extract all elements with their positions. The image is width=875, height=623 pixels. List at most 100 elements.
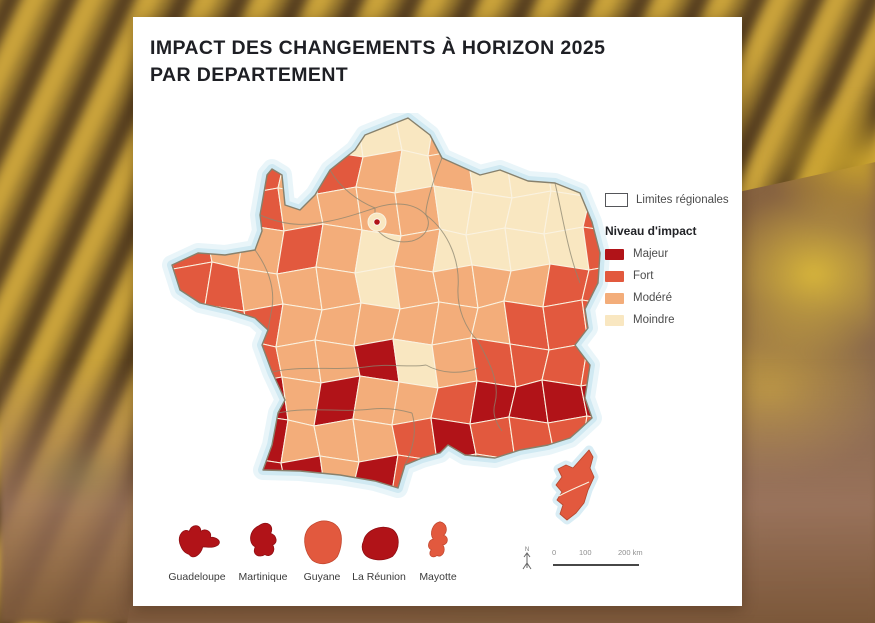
paris-department [373,218,381,226]
department-cell [172,152,208,197]
scale-tick-200: 200 km [618,548,643,557]
department-cell [172,188,207,233]
overseas-territory-martinique: Martinique [217,515,309,583]
svg-text:N: N [525,547,529,553]
legend: Limites régionales Niveau d'impact Majeu… [605,193,745,326]
department-cell [503,300,550,351]
department-cell [202,413,250,465]
department-cell [583,118,600,161]
martinique-shape [250,522,277,557]
region-boundary-line [425,157,443,216]
legend-limites-row: Limites régionales [605,193,745,207]
region-boundary-line [374,203,429,243]
fort-color-swatch [605,270,624,282]
impact-legend-title: Niveau d'impact [605,224,697,238]
department-cell [505,118,553,156]
department-cell [352,375,400,426]
department-cell [316,186,363,231]
department-cell [544,118,592,155]
department-cell [172,457,210,488]
scale-tick-0: 0 [552,548,557,557]
department-cell [237,267,284,312]
department-cell [314,339,361,384]
department-cell [172,118,208,160]
region-boundary-line [277,408,413,414]
department-cell [431,337,478,389]
department-cell [543,226,590,271]
department-cell [275,339,322,384]
department-cell [172,377,211,422]
territory-label: La Réunion [352,571,406,583]
france-outline [171,117,601,489]
legend-item-majeur: Majeur [605,248,745,260]
overseas-territory-guadeloupe: Guadeloupe [151,515,243,583]
region-boundary-swatch [605,193,628,207]
department-cell [315,266,362,311]
region-boundary-line [425,214,479,342]
department-cell [199,151,247,196]
territory-label: Martinique [238,571,288,583]
overseas-territory-la-reunion: La Réunion [333,515,425,583]
department-cell [466,148,513,199]
region-boundary-line [254,249,274,331]
department-cell [202,456,249,488]
department-cell [541,379,588,424]
legend-item-modere: Modéré [605,292,745,304]
department-cell [504,227,551,272]
department-cell [239,118,286,159]
legend-item-label: Fort [633,270,654,282]
department-cell [393,265,440,310]
department-cell [203,340,251,385]
department-cell [465,227,512,272]
department-cell [352,418,399,463]
territory-label: Guyane [303,571,341,583]
corsica [555,449,595,521]
department-cell [278,118,325,159]
legend-item-fort: Fort [605,270,745,282]
title-line-1: IMPACT DES CHANGEMENTS À HORIZON 2025 [150,37,606,59]
map-scale-bar: N 0 100 200 km [519,541,655,583]
territory-shape-path [178,525,220,558]
overseas-territory-guyane: Guyane [276,515,368,583]
region-boundary-line [271,364,427,373]
overseas-territory-mayotte: Mayotte [392,515,484,583]
region-boundary-line [477,340,503,432]
department-cell [392,338,439,389]
legend-item-label: Moindre [633,314,675,326]
department-cell [432,264,479,309]
department-cell [276,266,323,311]
department-cell [172,414,211,465]
department-cell [354,265,401,310]
legend-item-label: Majeur [633,248,669,260]
department-cell [313,418,360,463]
territory-shape-path [361,526,399,561]
scale-line [553,564,639,566]
territory-label: Mayotte [419,571,457,583]
region-boundary-line [329,169,376,209]
corsica-department-divider [558,481,590,497]
legend-item-moindre: Moindre [605,314,745,326]
territory-shape-path [250,522,277,557]
north-arrow-icon: N [522,547,532,570]
department-cell [203,377,250,422]
infographic-card: IMPACT DES CHANGEMENTS À HORIZON 2025 PA… [133,17,742,606]
department-cell [470,337,517,388]
region-boundary-line [554,182,581,284]
scale-tick-100: 100 [579,548,592,557]
region-boundary-line [425,364,479,373]
la-reunion-shape [361,526,399,561]
department-cell [394,185,441,237]
modere-color-swatch [605,292,624,304]
territory-shape-path [304,520,342,565]
territory-label: Guadeloupe [168,571,226,583]
mayotte-shape [428,521,448,558]
territory-shape-path [428,521,448,558]
department-cell [315,223,363,274]
department-cell [200,118,247,160]
france-choropleth-map [162,113,610,525]
page-title: IMPACT DES CHANGEMENTS À HORIZON 2025 PA… [150,35,605,89]
majeur-color-swatch [605,248,624,260]
moindre-color-swatch [605,314,624,326]
guadeloupe-shape [178,525,220,558]
